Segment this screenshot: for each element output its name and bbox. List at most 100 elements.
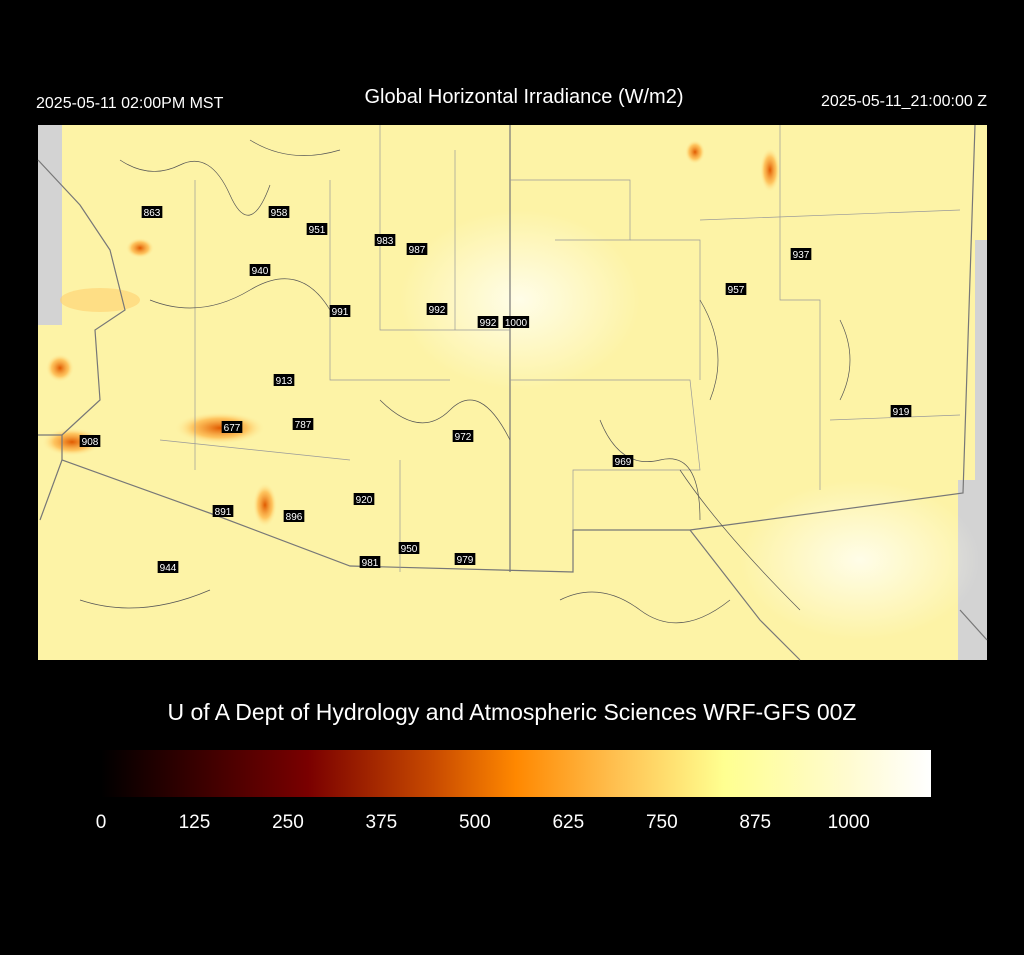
station-box — [212, 505, 234, 517]
station-value: 991 — [332, 307, 349, 318]
station-box — [452, 430, 474, 442]
station-box — [790, 248, 812, 260]
station-box — [398, 542, 420, 554]
local-time: 2025-05-11 02:00PM MST — [36, 95, 224, 112]
county-lines — [159, 125, 961, 572]
station-box — [141, 206, 163, 218]
station: 940 — [249, 264, 271, 277]
colorbar-tick-label: 0 — [96, 812, 107, 833]
station-value: 913 — [276, 376, 293, 387]
cloud-area — [60, 288, 140, 312]
station-value: 896 — [286, 512, 303, 523]
station: 908 — [79, 435, 101, 448]
no-data-strip — [975, 240, 987, 480]
colorbar-tick-label: 375 — [366, 812, 398, 833]
station: 983 — [374, 234, 396, 247]
station: 920 — [353, 493, 375, 506]
station: 957 — [725, 283, 747, 296]
cloud-area — [46, 354, 74, 382]
station: 979 — [454, 553, 476, 566]
station: 891 — [212, 505, 234, 518]
station-value: 908 — [82, 437, 99, 448]
station: 1000 — [502, 316, 530, 329]
footer-credit: U of A Dept of Hydrology and Atmospheric… — [167, 699, 856, 725]
station-value: 992 — [480, 318, 497, 329]
map: 863 958 951 983 987 940 991 992 992 1000 913 677 787… — [37, 124, 988, 661]
station-value: 981 — [362, 558, 379, 569]
station: 913 — [273, 374, 295, 387]
colorbar-tick-label: 750 — [646, 812, 678, 833]
station-value: 979 — [457, 555, 474, 566]
colorbar-ticks: 0 125 250 375 500 625 750 875 1000 — [96, 797, 870, 833]
station-box — [406, 243, 428, 255]
borders — [37, 124, 988, 661]
station-value: 787 — [295, 420, 312, 431]
station: 958 — [268, 206, 290, 219]
station-box — [725, 283, 747, 295]
station-box — [374, 234, 396, 246]
station-value: 937 — [793, 250, 810, 261]
station-box — [353, 493, 375, 505]
station: 677 — [221, 421, 243, 434]
station-box — [292, 418, 314, 430]
station-box — [454, 553, 476, 565]
station: 944 — [157, 561, 179, 574]
station: 992 — [426, 303, 448, 316]
cloud-area — [175, 412, 265, 444]
station-box — [426, 303, 448, 315]
station-value: 1000 — [505, 318, 528, 329]
station: 863 — [141, 206, 163, 219]
cloud-area — [760, 148, 780, 192]
station-box — [221, 421, 243, 433]
cloud-area — [253, 483, 277, 527]
station-value: 944 — [160, 563, 177, 574]
station: 896 — [283, 510, 305, 523]
station-value: 958 — [271, 208, 288, 219]
station-box — [612, 455, 634, 467]
station-box — [329, 305, 351, 317]
station: 951 — [306, 223, 328, 236]
bright-area — [400, 210, 640, 390]
station-value: 987 — [409, 245, 426, 256]
station-value: 677 — [224, 423, 241, 434]
station: 991 — [329, 305, 351, 318]
station-box — [268, 206, 290, 218]
cloud-area — [685, 140, 705, 164]
bright-area — [740, 480, 980, 640]
station-value: 863 — [144, 208, 161, 219]
station-value: 891 — [215, 507, 232, 518]
station-box — [890, 405, 912, 417]
station-value: 950 — [401, 544, 418, 555]
station-box — [79, 435, 101, 447]
station-box — [249, 264, 271, 276]
station: 972 — [452, 430, 474, 443]
utc-time: 2025-05-11_21:00:00 Z — [821, 93, 987, 110]
station-value: 969 — [615, 457, 632, 468]
station: 981 — [359, 556, 381, 569]
station-value: 940 — [252, 266, 269, 277]
colorbar-tick-label: 875 — [739, 812, 771, 833]
station-value: 951 — [309, 225, 326, 236]
no-data-strip — [38, 125, 62, 325]
station-value: 983 — [377, 236, 394, 247]
station-box — [157, 561, 179, 573]
station: 937 — [790, 248, 812, 261]
station: 969 — [612, 455, 634, 468]
station-box — [502, 316, 530, 328]
station: 950 — [398, 542, 420, 555]
station-value: 957 — [728, 285, 745, 296]
colorbar — [101, 750, 931, 797]
station-box — [283, 510, 305, 522]
station-box — [477, 316, 499, 328]
map-title: Global Horizontal Irradiance (W/m2) — [365, 86, 684, 108]
cloud-area — [126, 238, 154, 258]
colorbar-tick-label: 1000 — [828, 812, 870, 833]
station-value: 992 — [429, 305, 446, 316]
colorbar-tick-label: 250 — [272, 812, 304, 833]
colorbar-tick-label: 125 — [179, 812, 211, 833]
station-box — [306, 223, 328, 235]
contours — [79, 139, 851, 624]
station: 987 — [406, 243, 428, 256]
